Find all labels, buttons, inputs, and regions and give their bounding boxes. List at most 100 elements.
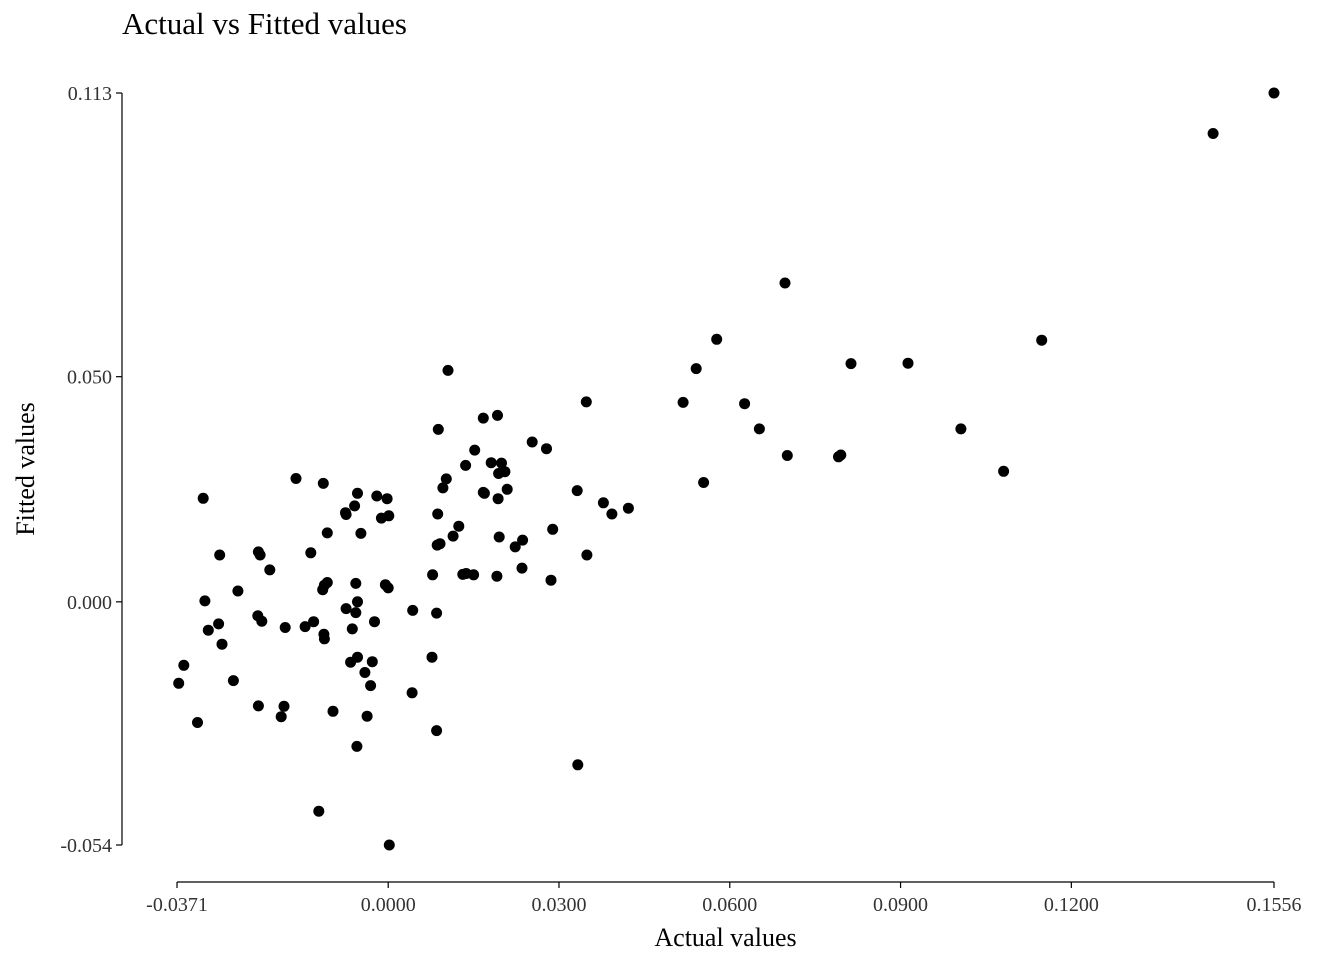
data-point (547, 523, 559, 535)
data-points (173, 87, 1280, 851)
data-point (264, 564, 276, 576)
data-point (571, 485, 583, 497)
data-point (352, 596, 363, 608)
data-point (468, 569, 480, 581)
y-axis-title: Fitted values (11, 402, 40, 536)
data-point (308, 616, 320, 628)
data-point (437, 482, 449, 494)
data-point (365, 680, 377, 692)
data-point (572, 759, 584, 771)
data-point (278, 700, 290, 712)
data-point (232, 585, 244, 597)
data-point (447, 530, 459, 542)
data-point (313, 805, 325, 817)
x-axis-ticks: -0.0371 0.0000 0.0300 0.0600 0.0900 0.1200 0.1… (146, 882, 1302, 916)
data-point (493, 531, 505, 543)
data-point (355, 527, 367, 539)
data-point (496, 457, 507, 469)
data-point (427, 569, 439, 581)
data-point (753, 423, 765, 435)
data-point (318, 579, 330, 591)
data-point (192, 717, 203, 728)
data-point (432, 508, 444, 520)
data-point (440, 473, 452, 485)
x-tick-label: 0.1200 (1044, 894, 1099, 916)
data-point (173, 677, 185, 689)
data-point (213, 618, 225, 630)
data-point (340, 507, 351, 519)
x-tick-label: -0.0371 (146, 894, 208, 916)
data-point (1268, 87, 1280, 99)
data-point (275, 711, 287, 723)
data-point (541, 443, 552, 455)
data-point (492, 409, 503, 421)
data-point (1207, 128, 1219, 139)
data-point (340, 603, 352, 615)
x-tick-label: 0.0000 (361, 894, 416, 916)
data-point (835, 449, 847, 461)
y-tick-label: 0.000 (67, 592, 112, 614)
data-point (453, 520, 465, 532)
data-point (478, 487, 490, 499)
data-point (197, 492, 209, 504)
data-point (779, 277, 791, 289)
data-point (581, 549, 593, 561)
data-point (998, 465, 1010, 477)
data-point (526, 436, 538, 448)
data-point (517, 534, 529, 546)
data-point (407, 604, 419, 616)
data-point (545, 574, 557, 586)
data-point (381, 493, 393, 505)
data-point (492, 493, 504, 505)
data-point (431, 725, 443, 737)
data-point (383, 510, 395, 522)
data-point (350, 607, 362, 619)
x-tick-label: 0.0300 (531, 894, 586, 916)
data-point (845, 358, 857, 370)
data-point (460, 459, 472, 471)
data-point (202, 624, 214, 636)
data-point (622, 502, 634, 514)
data-point (698, 477, 710, 488)
data-point (493, 468, 505, 479)
data-point (677, 396, 689, 408)
data-point (349, 500, 361, 512)
chart-title: Actual vs Fitted values (122, 6, 407, 41)
data-point (351, 740, 363, 752)
data-point (216, 638, 228, 650)
data-point (199, 595, 211, 607)
data-point (379, 579, 391, 591)
data-point (606, 508, 618, 520)
data-point (366, 656, 378, 668)
data-point (279, 622, 291, 633)
data-point (254, 549, 266, 561)
data-point (491, 570, 503, 582)
data-point (739, 398, 751, 410)
x-axis-title: Actual values (654, 923, 796, 952)
data-point (317, 477, 329, 489)
data-point (352, 651, 363, 663)
data-point (955, 423, 967, 435)
data-point (214, 549, 226, 561)
data-point (711, 333, 723, 345)
data-point (781, 450, 793, 461)
data-point (902, 357, 914, 369)
y-tick-label: 0.050 (67, 367, 112, 389)
data-point (178, 659, 190, 671)
data-point (501, 483, 513, 495)
data-point (318, 628, 330, 640)
data-point (359, 667, 371, 678)
data-point (509, 541, 521, 553)
data-point (369, 616, 380, 628)
data-point (597, 497, 609, 509)
data-point (383, 839, 395, 851)
data-point (361, 710, 373, 722)
data-point (580, 396, 592, 408)
data-point (371, 490, 383, 502)
data-point (290, 473, 302, 484)
data-point (432, 423, 444, 435)
data-point (477, 412, 489, 424)
data-point (442, 364, 454, 376)
data-point (431, 607, 443, 619)
